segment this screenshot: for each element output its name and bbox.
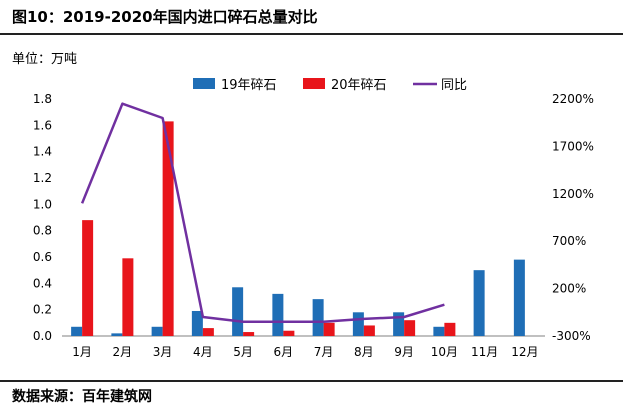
bar-19 xyxy=(513,259,525,336)
x-tick-label: 11月 xyxy=(471,345,498,359)
y-left-tick-label: 0.2 xyxy=(33,303,52,317)
bar-20 xyxy=(323,322,335,336)
bar-20 xyxy=(122,258,134,336)
bar-20 xyxy=(82,220,94,336)
y-left-tick-label: 0.4 xyxy=(33,276,52,290)
bar-20 xyxy=(404,320,416,336)
y-right-tick-label: 2200% xyxy=(552,92,594,106)
bar-19 xyxy=(433,326,445,336)
y-left-tick-label: 0.8 xyxy=(33,224,52,238)
bar-20 xyxy=(202,328,214,336)
yoy-line xyxy=(80,102,445,324)
y-right-tick-label: 1700% xyxy=(552,139,594,153)
bar-20 xyxy=(162,121,174,336)
y-left-tick-label: 0.0 xyxy=(33,329,52,343)
bar-series xyxy=(71,121,525,336)
bar-19 xyxy=(473,270,485,336)
title-divider xyxy=(0,33,623,35)
legend-label: 同比 xyxy=(441,78,467,93)
x-tick-label: 4月 xyxy=(193,345,213,359)
legend-swatch xyxy=(193,78,215,89)
y-right-tick-label: 700% xyxy=(552,234,586,248)
footer-divider xyxy=(0,380,623,382)
bar-19 xyxy=(312,299,324,336)
x-tick-label: 8月 xyxy=(354,345,374,359)
y-left-tick-label: 1.4 xyxy=(33,145,52,159)
tick-labels: 0.0 0.2 0.4 0.6 0.8 1.0 1.2 1.4 1.6 1.8 -300% 200% 7… xyxy=(33,92,594,359)
bar-19 xyxy=(232,287,244,336)
y-left-tick-label: 1.2 xyxy=(33,171,52,185)
x-tick-label: 2月 xyxy=(113,345,133,359)
y-right-tick-label: 1200% xyxy=(552,187,594,201)
bar-19 xyxy=(272,293,284,336)
line-series xyxy=(80,102,445,324)
combo-chart: 19年碎石 20年碎石 同比 0.0 0.2 0.4 0.6 0.8 1.0 1.2 1.4 1.6… xyxy=(33,78,594,359)
y-left-tick-label: 1.0 xyxy=(33,197,52,211)
bar-20 xyxy=(243,332,255,336)
y-left-tick-label: 1.8 xyxy=(33,92,52,106)
x-tick-label: 5月 xyxy=(233,345,253,359)
x-tick-label: 3月 xyxy=(153,345,173,359)
x-tick-label: 10月 xyxy=(431,345,458,359)
bar-19 xyxy=(352,312,364,336)
y-left-tick-label: 0.6 xyxy=(33,250,52,264)
bar-20 xyxy=(363,325,375,336)
x-tick-label: 6月 xyxy=(274,345,294,359)
bar-19 xyxy=(71,326,83,336)
bar-19 xyxy=(111,333,123,336)
chart-legend: 19年碎石 20年碎石 同比 xyxy=(193,78,467,93)
y-left-tick-label: 1.6 xyxy=(33,118,52,132)
x-tick-label: 9月 xyxy=(394,345,414,359)
bar-20 xyxy=(283,330,295,336)
legend-swatch xyxy=(303,78,325,89)
x-tick-label: 12月 xyxy=(511,345,538,359)
bar-20 xyxy=(444,322,456,336)
data-source: 数据来源：百年建筑网 xyxy=(12,389,152,405)
legend-label: 19年碎石 xyxy=(221,78,277,93)
x-tick-label: 1月 xyxy=(72,345,92,359)
legend-label: 20年碎石 xyxy=(331,78,387,93)
y-right-tick-label: 200% xyxy=(552,282,586,296)
bar-19 xyxy=(393,312,405,336)
chart-title: 图10：2019-2020年国内进口碎石总量对比 xyxy=(12,8,318,26)
x-tick-label: 7月 xyxy=(314,345,334,359)
unit-label: 单位：万吨 xyxy=(12,52,78,67)
bar-19 xyxy=(191,310,203,336)
bar-19 xyxy=(151,326,163,336)
y-right-tick-label: -300% xyxy=(552,329,591,343)
